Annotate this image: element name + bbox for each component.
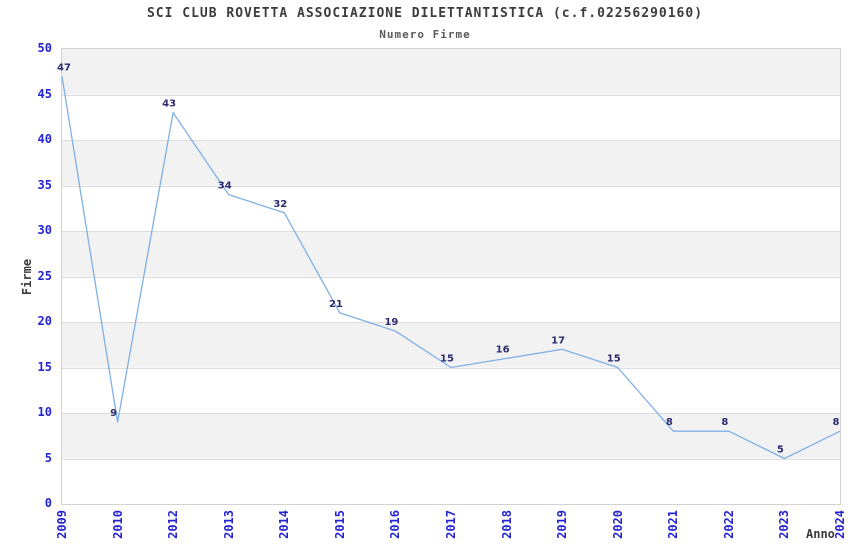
y-tick-label: 20 (37, 314, 52, 328)
data-label: 43 (162, 99, 176, 110)
band (62, 49, 840, 95)
data-label: 47 (57, 62, 71, 73)
data-line (61, 76, 841, 460)
x-tick-label: 2010 (110, 510, 125, 539)
data-label: 15 (607, 354, 621, 365)
data-label: 17 (551, 335, 565, 346)
plot-area: 47 9 43 34 32 21 19 15 16 17 15 8 8 5 8 (57, 48, 841, 505)
x-tick-label: 2021 (666, 510, 681, 539)
x-tick-label: 2019 (555, 510, 570, 539)
data-label: 8 (721, 417, 728, 428)
x-tick-label: 2023 (777, 510, 792, 539)
band (62, 140, 840, 186)
x-tick-label: 2013 (221, 510, 236, 539)
chart-title: SCI CLUB ROVETTA ASSOCIAZIONE DILETTANTI… (146, 6, 704, 21)
y-axis-tick-labels: 0 5 10 15 20 25 30 35 40 45 50 (0, 41, 52, 510)
x-tick-label: 2018 (499, 510, 514, 539)
data-label: 16 (496, 344, 510, 355)
band (62, 231, 840, 277)
x-tick-label: 2024 (833, 510, 847, 539)
y-tick-label: 25 (37, 268, 52, 283)
y-tick-label: 5 (44, 450, 52, 465)
x-axis-tick-labels: 2009 2010 2012 2013 2014 2015 2016 2017 2018 2019… (55, 508, 847, 550)
band (62, 413, 840, 459)
x-tick-label: 2009 (55, 510, 69, 539)
y-tick-label: 40 (37, 132, 52, 146)
x-axis-title: Anno (806, 527, 835, 541)
y-tick-label: 15 (37, 359, 52, 374)
data-label: 19 (384, 317, 398, 328)
y-tick-label: 50 (37, 41, 52, 55)
y-tick-label: 35 (37, 177, 52, 192)
data-label: 32 (273, 199, 287, 210)
data-label: 8 (666, 417, 673, 428)
data-label: 34 (218, 181, 232, 192)
chart-subtitle: Numero Firme (379, 28, 471, 41)
data-label: 9 (110, 408, 117, 419)
x-tick-label: 2015 (332, 510, 347, 539)
x-tick-label: 2014 (277, 510, 292, 539)
y-tick-label: 30 (37, 223, 52, 237)
y-tick-label: 10 (37, 405, 52, 419)
x-tick-label: 2022 (721, 510, 736, 539)
line-series-svg: 47 9 43 34 32 21 19 15 16 17 15 8 8 5 8 (57, 49, 841, 460)
x-tick-label: 2020 (610, 510, 625, 539)
x-tick-label: 2016 (388, 510, 403, 539)
y-tick-label: 0 (44, 496, 52, 510)
y-tick-label: 45 (37, 86, 52, 101)
data-label: 8 (833, 417, 840, 428)
data-label: 21 (329, 299, 343, 310)
data-label: 5 (777, 445, 784, 456)
data-label: 15 (440, 354, 454, 365)
x-tick-label: 2012 (166, 510, 181, 539)
band (62, 322, 840, 368)
x-tick-label: 2017 (444, 510, 458, 539)
